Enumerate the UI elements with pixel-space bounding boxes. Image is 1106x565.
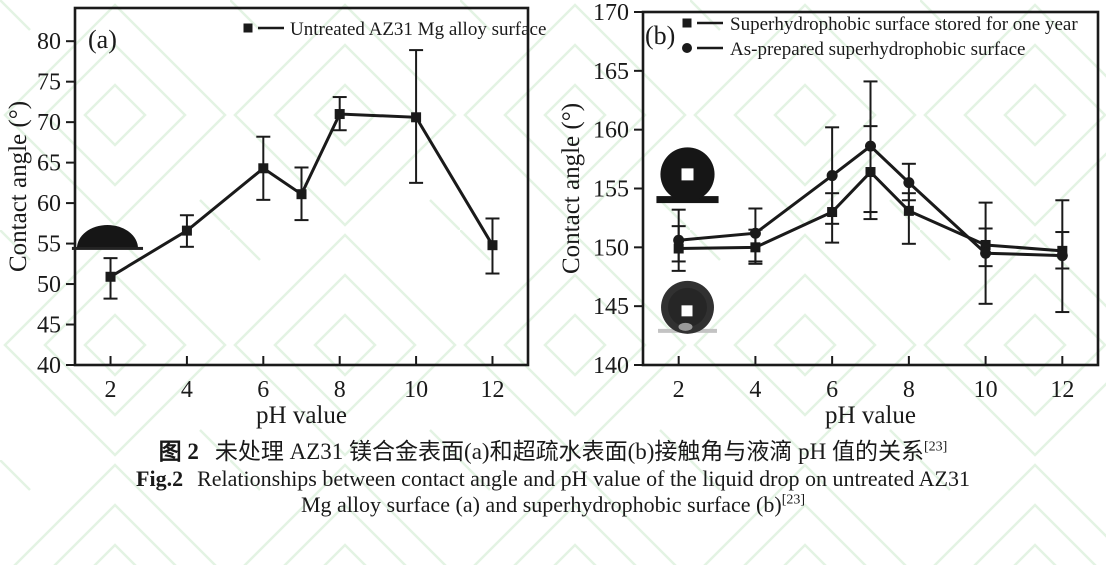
y-tick-label: 75 [37, 70, 61, 96]
droplet-dome-shape [76, 224, 139, 249]
legend: Untreated AZ31 Mg alloy surface [243, 19, 546, 40]
legend-item: Superhydrophobic surface stored for one … [682, 14, 1078, 35]
chart-panel-b: 140 145 150 155 160 165 170 2 4 6 8 10 12 pH value Con… [558, 0, 1100, 429]
high-contact-angle-droplet-icon [656, 147, 719, 204]
x-tick-label: 12 [1050, 377, 1074, 403]
data-point-marker [980, 247, 992, 259]
x-tick-label: 4 [181, 377, 193, 403]
caption-zh-reference: [23] [924, 439, 948, 455]
legend: Superhydrophobic surface stored for one … [682, 14, 1078, 60]
x-tick-label: 2 [673, 377, 685, 403]
y-axis: 40 45 50 55 60 65 70 75 80 [37, 29, 75, 379]
y-tick-label: 65 [37, 151, 61, 177]
x-tick-label: 2 [105, 377, 117, 403]
y-axis: 140 145 150 155 160 165 170 [593, 0, 643, 379]
y-tick-label: 80 [37, 29, 61, 55]
y-tick-label: 160 [593, 118, 629, 144]
y-tick-label: 170 [593, 0, 629, 26]
x-axis-title: pH value [825, 402, 916, 429]
y-tick-label: 60 [37, 191, 61, 217]
data-point-marker [673, 234, 685, 246]
y-axis-title: Contact angle (°) [558, 103, 585, 274]
caption-zh-text: 未处理 AZ31 镁合金表面(a)和超疏水表面(b)接触角与液滴 pH 值的关系 [214, 439, 925, 464]
error-bar [978, 227, 993, 268]
legend-label: As-prepared superhydrophobic surface [730, 39, 1025, 60]
y-tick-label: 165 [593, 59, 629, 85]
data-point-marker [243, 23, 253, 33]
caption-en-reference: [23] [781, 492, 806, 508]
surface-line [71, 246, 144, 250]
data-point-marker [865, 140, 876, 152]
low-contact-angle-droplet-photo [71, 224, 144, 250]
data-point-marker [903, 177, 915, 189]
droplet-reflection [678, 322, 693, 331]
panel-label: (a) [88, 25, 117, 54]
caption-line-en-2: Mg alloy surface (a) and superhydrophobi… [0, 492, 1106, 518]
x-axis-title: pH value [256, 402, 347, 429]
x-tick-label: 6 [257, 377, 269, 403]
data-point-marker [903, 205, 914, 216]
y-tick-label: 140 [593, 353, 629, 379]
y-tick-label: 155 [593, 177, 629, 203]
x-axis: 2 4 6 8 10 12 [673, 356, 1074, 403]
y-tick-label: 145 [593, 294, 629, 320]
x-tick-label: 12 [480, 377, 504, 403]
series-circle [671, 80, 1070, 272]
y-tick-label: 40 [37, 353, 61, 379]
chart-panel-a: 40 45 50 55 60 65 70 75 80 2 4 6 8 10 12 pH value Contac… [5, 6, 546, 429]
data-point-marker [749, 227, 761, 239]
series-square [103, 49, 500, 300]
x-tick-label: 10 [974, 377, 998, 403]
figure-2: 40 45 50 55 60 65 70 75 80 2 4 6 8 10 12 pH value Contac… [0, 0, 1106, 518]
y-tick-label: 50 [37, 272, 61, 298]
data-point-marker [1056, 250, 1068, 262]
data-point-marker [682, 18, 692, 28]
data-point-marker [411, 112, 422, 123]
caption-en-figure-label: Fig.2 [136, 466, 184, 491]
caption-en-text-2: Mg alloy surface (a) and superhydrophobi… [300, 492, 782, 517]
y-tick-label: 45 [37, 313, 61, 339]
data-point-marker [105, 271, 116, 282]
data-point-marker [181, 225, 192, 236]
panel-label: (b) [645, 21, 675, 50]
data-point-marker [682, 43, 692, 53]
legend-item: Untreated AZ31 Mg alloy surface [243, 19, 546, 40]
chart-row: 40 45 50 55 60 65 70 75 80 2 4 6 8 10 12 pH value Contac… [5, 0, 1100, 429]
caption-zh-figure-label: 图 2 [158, 439, 199, 464]
legend-label: Superhydrophobic surface stored for one … [730, 14, 1078, 35]
data-point-marker [334, 109, 345, 120]
figure-caption: 图 2 未处理 AZ31 镁合金表面(a)和超疏水表面(b)接触角与液滴 pH 值… [0, 432, 1106, 518]
caption-en-text-1: Relationships between contact angle and … [197, 466, 970, 491]
high-contact-angle-droplet-photo [658, 280, 717, 334]
x-axis: 2 4 6 8 10 12 [105, 356, 504, 403]
x-tick-label: 4 [749, 377, 761, 403]
x-tick-label: 8 [903, 377, 915, 403]
plot-border [73, 6, 530, 367]
data-point-marker [258, 163, 269, 174]
caption-line-zh: 图 2 未处理 AZ31 镁合金表面(a)和超疏水表面(b)接触角与液滴 pH 值… [0, 432, 1106, 466]
data-point-marker [296, 189, 307, 200]
caption-line-en-1: Fig.2 Relationships between contact angle… [0, 466, 1106, 492]
x-tick-label: 10 [404, 377, 428, 403]
y-tick-label: 55 [37, 232, 61, 258]
x-tick-label: 8 [334, 377, 346, 403]
data-point-marker [487, 240, 498, 251]
legend-item: As-prepared superhydrophobic surface [682, 39, 1025, 60]
droplet-highlight [681, 305, 693, 317]
droplet-highlight [681, 168, 694, 181]
legend-label: Untreated AZ31 Mg alloy surface [290, 19, 546, 40]
y-axis-title: Contact angle (°) [5, 101, 32, 272]
y-tick-label: 150 [593, 235, 629, 261]
y-tick-label: 70 [37, 110, 61, 136]
x-tick-label: 6 [826, 377, 838, 403]
data-point-marker [826, 170, 838, 182]
